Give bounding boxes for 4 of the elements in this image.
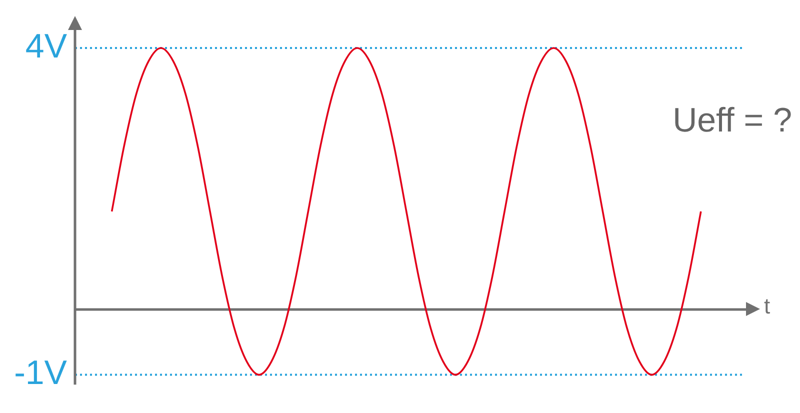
annotation: Ueff = ? xyxy=(672,101,792,140)
x-axis-title: t xyxy=(764,294,770,318)
y-tick-label: 4V xyxy=(25,27,68,66)
y-tick-label: -1V xyxy=(14,354,68,392)
